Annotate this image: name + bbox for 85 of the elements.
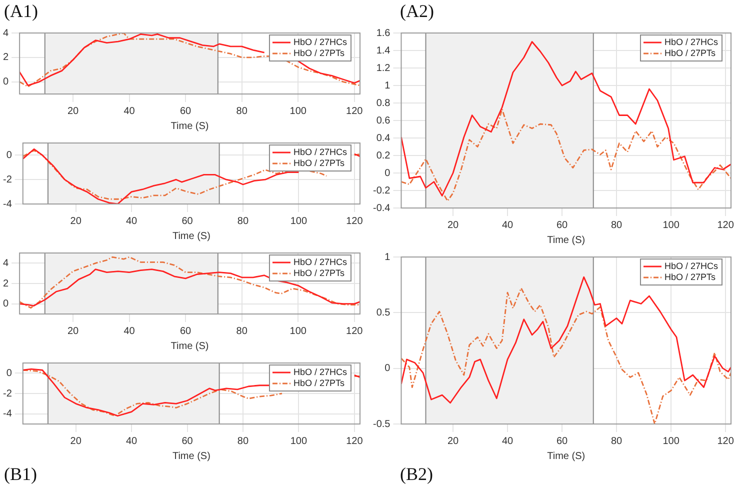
x-tick-label: 100 (662, 436, 680, 447)
x-tick-label: 120 (717, 436, 734, 447)
y-tick-label: 1.4 (376, 45, 391, 56)
x-axis-title: Time (S) (172, 450, 210, 462)
x-tick-label: 40 (502, 436, 514, 447)
legend-label: HbO / 27HCs (664, 260, 718, 271)
x-tick-label: 60 (182, 436, 194, 447)
x-tick-label: 80 (236, 326, 248, 337)
y-tick-label: 1.2 (376, 62, 391, 74)
y-tick-label: 0 (3, 298, 9, 310)
y-tick-label: -4 (2, 408, 12, 420)
legend-label: HbO / 27PTs (664, 272, 716, 282)
x-tick-label: 100 (290, 216, 308, 227)
y-tick-label: 0 (6, 368, 12, 379)
y-tick-label: 2 (3, 52, 9, 64)
y-tick-label: 0.6 (376, 115, 391, 126)
x-tick-label: 100 (290, 326, 307, 337)
y-tick-label: 0 (384, 363, 391, 374)
x-tick-label: 40 (126, 436, 138, 447)
legend-label: HbO / 27PTs (293, 378, 346, 388)
legend-label: HbO / 27HCs (293, 366, 348, 377)
y-tick-label: 0.5 (376, 307, 391, 318)
y-tick-label: 0.4 (376, 132, 391, 144)
x-tick-label: 80 (237, 436, 249, 447)
y-tick-label: 0 (384, 168, 391, 179)
y-tick-label: 1 (384, 80, 391, 92)
y-tick-label: 4 (3, 28, 9, 39)
text: (B1) (4, 464, 37, 485)
y-tick-label: -0.4 (372, 202, 391, 214)
y-tick-label: -4 (2, 198, 12, 210)
y-tick-label: -2 (2, 388, 12, 400)
x-tick-label: 40 (126, 216, 138, 227)
x-axis-title: Time (S) (170, 340, 209, 352)
x-tick-label: 20 (70, 216, 82, 227)
y-tick-label: 0.8 (376, 98, 391, 109)
x-tick-label: 60 (182, 216, 194, 227)
x-tick-label: 120 (717, 220, 734, 231)
y-tick-label: -0.2 (372, 185, 391, 196)
x-tick-label: 100 (662, 220, 680, 231)
x-tick-label: 60 (556, 436, 568, 447)
y-tick-label: 0 (3, 76, 9, 88)
y-tick-label: 4 (3, 258, 9, 269)
x-tick-label: 120 (346, 106, 364, 117)
x-tick-label: 60 (180, 106, 192, 117)
y-tick-label: -2 (2, 174, 12, 186)
x-tick-label: 40 (124, 106, 136, 117)
x-tick-label: 100 (290, 106, 307, 117)
x-tick-label: 60 (180, 326, 192, 337)
x-tick-label: 20 (67, 106, 80, 117)
legend-label: HbO / 27HCs (293, 256, 348, 267)
x-tick-label: 20 (447, 436, 460, 447)
x-axis-title: Time (S) (170, 120, 209, 132)
x-axis-title: Time (S) (547, 450, 586, 462)
x-tick-label: 40 (502, 220, 514, 231)
x-tick-label: 80 (610, 220, 623, 231)
x-tick-label: 80 (610, 436, 623, 447)
y-tick-label: -0.5 (372, 418, 391, 430)
text: (A1) (4, 1, 38, 22)
y-tick-label: 1.6 (376, 28, 391, 39)
x-tick-label: 20 (447, 220, 460, 231)
x-tick-label: 80 (237, 216, 249, 227)
legend-label: HbO / 27HCs (664, 36, 718, 47)
legend-label: HbO / 27HCs (293, 146, 348, 157)
y-tick-label: 0 (6, 150, 12, 161)
x-tick-label: 20 (70, 436, 82, 447)
legend-label: HbO / 27PTs (293, 268, 346, 278)
y-tick-label: 0.2 (376, 150, 391, 162)
text: (B2) (400, 464, 433, 485)
legend-label: HbO / 27PTs (293, 48, 346, 58)
x-tick-label: 120 (346, 436, 364, 447)
x-axis-title: Time (S) (172, 230, 210, 242)
x-tick-label: 20 (67, 326, 80, 337)
x-tick-label: 80 (236, 106, 248, 117)
x-tick-label: 60 (556, 220, 568, 231)
y-tick-label: 1 (384, 252, 391, 263)
x-axis-title: Time (S) (547, 234, 586, 246)
x-tick-label: 120 (346, 216, 364, 227)
x-tick-label: 100 (290, 436, 308, 447)
y-tick-label: 2 (3, 278, 9, 290)
x-tick-label: 40 (124, 326, 136, 337)
legend-label: HbO / 27HCs (293, 36, 348, 47)
legend-label: HbO / 27PTs (293, 158, 346, 168)
x-tick-label: 120 (346, 326, 364, 337)
legend-label: HbO / 27PTs (664, 48, 716, 58)
text: (A2) (400, 1, 434, 22)
